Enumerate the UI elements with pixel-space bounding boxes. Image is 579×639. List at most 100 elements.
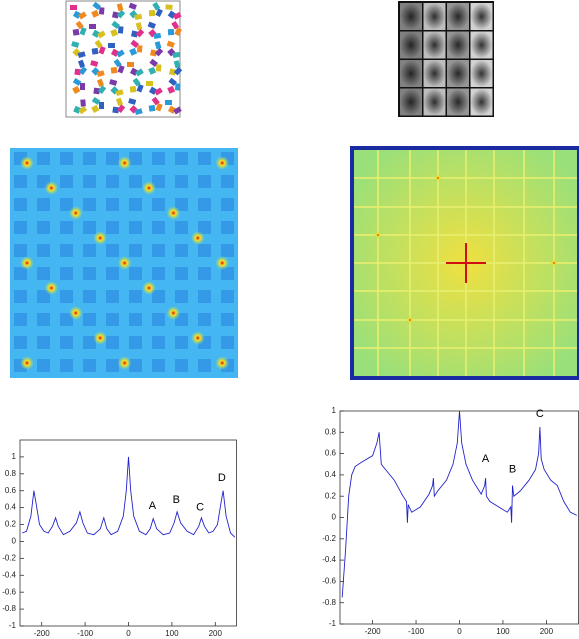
heatmap-cell <box>175 175 188 188</box>
heatmap-cell <box>14 221 27 234</box>
heatmap-cell <box>175 221 188 234</box>
annotation: C <box>196 502 204 514</box>
heatmap-cell <box>37 198 50 211</box>
figure: -1-0.8-0.6-0.4-0.200.20.40.60.81-200-100… <box>0 0 579 639</box>
y-tick-label: 0.6 <box>5 486 17 495</box>
texture-stroke <box>130 86 137 93</box>
heatmap-cell <box>129 221 142 234</box>
heatmap-cell <box>129 198 142 211</box>
annotation: A <box>482 453 490 465</box>
y-tick-label: -0.8 <box>2 604 16 613</box>
filter-cell <box>471 32 493 59</box>
heatmap-peak <box>69 306 83 320</box>
heatmap-peak <box>93 331 107 345</box>
heatmap-cell <box>198 290 211 303</box>
texture-stroke <box>99 102 104 109</box>
filter-cell <box>447 60 469 87</box>
heatmap-cell <box>129 290 142 303</box>
heatmap-peak <box>20 156 34 170</box>
x-tick-label: 200 <box>540 627 554 636</box>
heatmap-cell <box>175 244 188 257</box>
texture-stroke <box>108 43 115 48</box>
y-tick-label: -0.6 <box>2 587 16 596</box>
heatmap-cell <box>129 175 142 188</box>
heatmap-cell <box>60 244 73 257</box>
x-tick-label: 0 <box>126 629 131 638</box>
heatmap-cell <box>221 198 234 211</box>
heatmap-cell <box>221 244 234 257</box>
texture-stroke <box>165 100 172 105</box>
annotation: B <box>509 463 516 475</box>
heatmap-peak <box>215 256 229 270</box>
heatmap-cell <box>198 313 211 326</box>
heatmap-cell <box>198 244 211 257</box>
heatmap-cell <box>14 336 27 349</box>
texture-stroke <box>111 67 118 74</box>
y-tick-label: 0.8 <box>5 469 17 478</box>
heatmap-cell <box>106 313 119 326</box>
texture-stroke <box>137 45 143 52</box>
y-tick-label: 1 <box>12 452 17 461</box>
x-tick-label: 200 <box>209 629 223 638</box>
y-tick-label: -0.2 <box>322 534 336 543</box>
x-tick-label: 100 <box>165 629 179 638</box>
heatmap-peak <box>44 281 58 295</box>
texture-stroke <box>118 26 124 33</box>
axes-box <box>20 440 237 626</box>
heatmap-cell <box>106 267 119 280</box>
heatmap-cell <box>198 152 211 165</box>
texture-stroke <box>80 99 86 106</box>
filter-cell <box>447 89 469 116</box>
filter-cell <box>447 3 469 30</box>
heatmap-peak <box>93 231 107 245</box>
heatmap-cell <box>175 152 188 165</box>
heatmap-cell <box>129 267 142 280</box>
filter-cell <box>424 3 446 30</box>
y-tick-label: -1 <box>9 621 17 630</box>
texture-stroke <box>175 83 181 90</box>
heatmap-cell <box>83 290 96 303</box>
y-tick-label: -0.8 <box>322 598 336 607</box>
heatmap-peak <box>20 256 34 270</box>
heatmap-cell <box>83 244 96 257</box>
heatmap-cell <box>83 221 96 234</box>
texture-stroke <box>70 5 77 10</box>
heatmap-cell <box>14 290 27 303</box>
heatmap-cell <box>106 290 119 303</box>
heatmap-peak <box>118 256 132 270</box>
heatmap-cell <box>14 244 27 257</box>
heatmap-peak <box>166 306 180 320</box>
x-tick-label: 0 <box>457 627 462 636</box>
heatmap-cell <box>152 244 165 257</box>
data-line <box>22 457 235 537</box>
filter-cell <box>400 89 422 116</box>
heatmap-cell <box>152 313 165 326</box>
y-tick-label: 0.2 <box>5 520 17 529</box>
y-tick-label: -1 <box>329 619 337 628</box>
heatmap-cell <box>37 152 50 165</box>
heatmap-peak <box>191 331 205 345</box>
texture-stroke <box>149 10 155 16</box>
texture-stroke <box>99 7 105 14</box>
y-tick-label: 1 <box>332 406 337 415</box>
heatmap-cell <box>14 175 27 188</box>
heatmap-cell <box>83 198 96 211</box>
heatmap-peak <box>374 231 382 239</box>
x-tick-label: -100 <box>408 627 425 636</box>
texture-stroke <box>80 83 85 90</box>
heatmap-cell <box>221 336 234 349</box>
heatmap-cell <box>37 221 50 234</box>
annotation: A <box>149 500 157 512</box>
x-tick-label: -100 <box>77 629 94 638</box>
filter-cell <box>424 89 446 116</box>
heatmap-cell <box>60 336 73 349</box>
y-tick-label: -0.4 <box>322 555 336 564</box>
heatmap-peak <box>215 356 229 370</box>
annotation: B <box>173 494 180 506</box>
annotation: C <box>536 408 544 420</box>
texture-stroke <box>149 105 156 112</box>
heatmap-cell <box>106 198 119 211</box>
heatmap-cell <box>175 290 188 303</box>
data-line <box>342 411 577 597</box>
heatmap-cell <box>106 359 119 372</box>
